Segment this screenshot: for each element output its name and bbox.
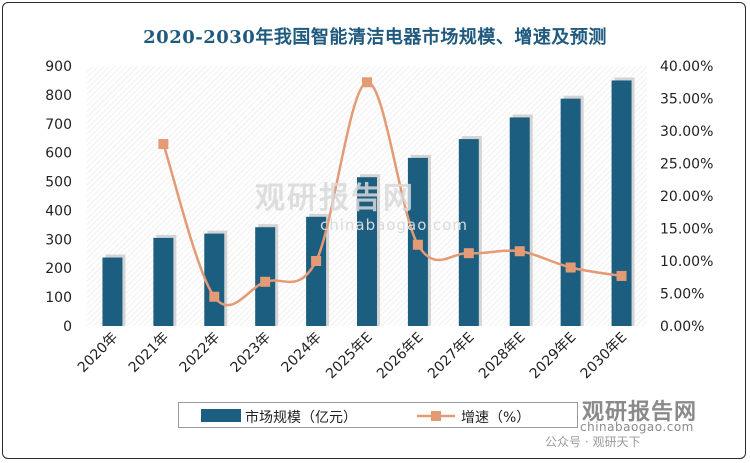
growth-marker-2024年 — [311, 256, 322, 266]
growth-marker-2027年E — [463, 248, 474, 259]
bar-2029年E — [560, 98, 581, 327]
y-left-tick-label: 100 — [45, 290, 72, 306]
legend-bar-swatch — [201, 409, 241, 422]
bar-2022年 — [204, 233, 225, 326]
y-right-tick-label: 35.00% — [660, 92, 713, 108]
bar-2024年 — [306, 216, 327, 326]
y-right-tick-label: 40.00% — [660, 59, 713, 75]
bar-2027年E — [458, 139, 479, 326]
y-left-tick-label: 200 — [45, 261, 72, 277]
x-tick-label: 2024年 — [279, 330, 325, 376]
y-right-tick-label: 10.00% — [660, 254, 713, 270]
y-left-tick-label: 0 — [63, 319, 72, 335]
x-tick-label: 2023年 — [228, 330, 274, 376]
brand-logo-text: 观研报告网 — [582, 400, 698, 425]
growth-marker-2030年E — [616, 270, 627, 281]
y-left-tick-label: 500 — [45, 175, 72, 191]
x-tick-label: 2025年E — [323, 330, 376, 383]
growth-marker-2025年E — [362, 77, 372, 88]
y-left-tick-label: 600 — [45, 146, 72, 162]
x-tick-label: 2021年 — [126, 330, 172, 376]
x-tick-label: 2028年E — [476, 330, 529, 383]
x-tick-label: 2030年E — [578, 330, 631, 383]
growth-marker-2022年 — [209, 291, 220, 302]
bar-2023年 — [255, 227, 276, 326]
x-tick-label: 2026年E — [374, 330, 427, 383]
growth-marker-2029年E — [565, 262, 576, 273]
legend-line-swatch — [417, 411, 455, 421]
y-left-tick-label: 400 — [45, 203, 72, 219]
bar-2028年E — [509, 117, 530, 326]
growth-marker-2021年 — [158, 139, 169, 149]
brand-url: chinabaogao.com — [580, 420, 694, 434]
watermark-url: chinabaogao.com — [320, 216, 468, 234]
wechat-account: 公众号 · 观研天下 — [545, 435, 641, 449]
y-right-tick-label: 25.00% — [660, 157, 713, 173]
x-tick-label: 2020年 — [75, 330, 121, 376]
x-tick-label: 2027年E — [425, 330, 478, 383]
y-left-tick-label: 700 — [45, 117, 72, 133]
y-right-tick-label: 15.00% — [660, 222, 713, 238]
bar-2025年E — [357, 177, 377, 326]
growth-marker-2023年 — [260, 276, 271, 287]
y-left-tick-label: 800 — [45, 88, 72, 104]
x-tick-label: 2022年 — [177, 330, 223, 376]
bar-2020年 — [102, 257, 123, 326]
y-right-tick-label: 30.00% — [660, 124, 713, 140]
chart-legend: 市场规模（亿元） 增速（%） — [178, 402, 578, 428]
legend-line-label: 增速（%） — [461, 410, 531, 426]
growth-marker-2026年E — [412, 239, 423, 250]
legend-bar-label: 市场规模（亿元） — [245, 410, 357, 426]
y-right-tick-label: 5.00% — [660, 287, 704, 303]
chart-title: 2020-2030年我国智能清洁电器市场规模、增速及预测 — [143, 27, 607, 48]
watermark-text: 观研报告网 — [255, 181, 415, 216]
y-left-tick-label: 900 — [45, 59, 72, 75]
y-right-tick-label: 0.00% — [660, 319, 704, 335]
bar-2030年E — [611, 80, 632, 326]
bar-2021年 — [153, 237, 174, 326]
x-tick-label: 2029年E — [527, 330, 580, 383]
y-left-tick-label: 300 — [45, 232, 72, 248]
growth-marker-2028年E — [514, 246, 525, 257]
y-right-tick-label: 20.00% — [660, 189, 713, 205]
